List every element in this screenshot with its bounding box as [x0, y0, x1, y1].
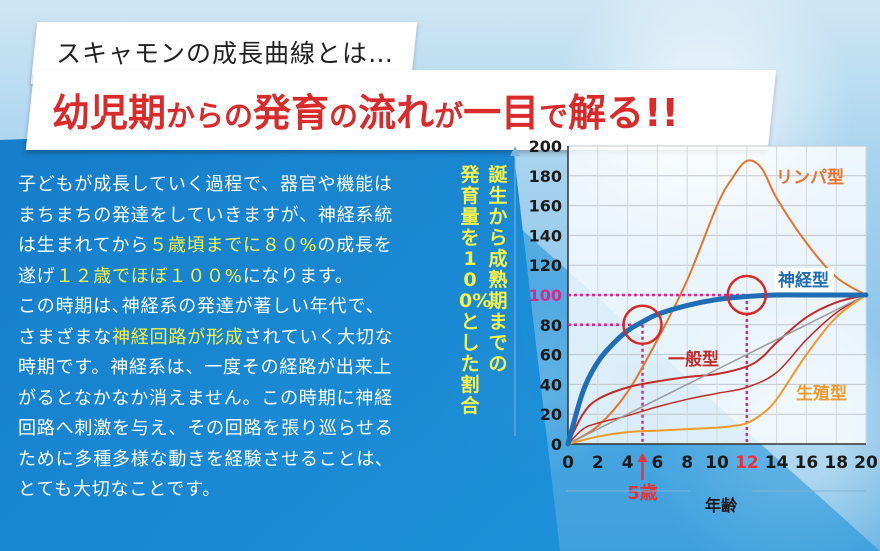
x-tick-label: 12: [735, 453, 759, 473]
y-tick-label: 120: [529, 256, 562, 275]
x-tick-label: 2: [592, 453, 604, 473]
body-line: 子どもが成長していく過程で、器官や機能は: [18, 170, 448, 201]
x-tick-label: 14: [765, 453, 789, 473]
series-label: 一般型: [668, 349, 719, 370]
marker-circle: [622, 304, 663, 346]
series-line-reproductive: [567, 294, 867, 445]
body-text-segment: まちまちの発達をしていきますが、神経系統: [18, 204, 394, 226]
up-arrow-icon: [510, 146, 520, 156]
headline-segment: 一目: [463, 91, 540, 135]
marker-circle: [726, 274, 768, 316]
headline: 幼児期からの発育の流れが一目で解る!!: [52, 82, 679, 137]
body-line: とても大切なことです。: [18, 475, 448, 506]
y-axis-label: 誕生から成熟期までの: [488, 164, 508, 375]
body-text-segment: がるとなかなか消えません。この時期に神経: [18, 387, 393, 409]
body-line: さまざまな神経回路が形成されていく大切な: [18, 323, 448, 354]
y-tick-label: 160: [529, 197, 562, 216]
body-text-segment: ために多種多様な動きを経験させることは､: [18, 448, 385, 470]
y-tick-label: 140: [529, 226, 562, 245]
headline-segment: 幼児期: [52, 91, 167, 135]
body-line: 回路へ刺激を与え、その回路を張り巡らせる: [18, 414, 448, 445]
body-text-segment: 遂げ: [18, 265, 56, 287]
x-tick-label: 10: [705, 453, 729, 473]
body-line: 遂げ１２歳でほぼ１００%になります。: [18, 262, 448, 293]
body-text-segment: の成長を: [317, 235, 393, 256]
x-tick-label: 20: [854, 453, 878, 473]
headline-segment: が: [434, 99, 464, 133]
headline-segment: 解る: [568, 91, 645, 135]
headline-segment: の: [329, 99, 359, 133]
x-tick-label: 6: [651, 453, 663, 473]
body-line: 時期です。神経系は、一度その経路が出来上: [18, 353, 448, 384]
body-text-segment: 時期です。神経系は、一度その経路が出来上: [18, 357, 393, 378]
headline-segment: !!: [644, 91, 679, 135]
series-line-linear: [567, 294, 867, 445]
body-text-segment: この時期は､神経系の発達が著しい年代で､: [18, 296, 376, 317]
series-line-neural: [565, 292, 869, 447]
y-tick-label: 100: [529, 286, 562, 305]
y-tick-label: 40: [540, 375, 562, 394]
highlight-text: ５歳頃までに８０%: [149, 235, 318, 256]
age-annotation: 5歳: [627, 483, 658, 504]
body-text-segment: さまざまな: [18, 326, 112, 348]
y-tick-label: 200: [529, 137, 562, 156]
body-text: 子どもが成長していく過程で、器官や機能は まちまちの発達をしていきますが、神経系統…: [18, 170, 448, 506]
x-tick-label: 0: [562, 453, 574, 473]
y-tick-label: 80: [540, 316, 562, 335]
body-text-segment: 子どもが成長していく過程で、器官や機能は: [18, 174, 393, 195]
headline-segment: 発育: [253, 91, 330, 135]
x-axis-label: 年齢: [705, 496, 738, 515]
body-line: この時期は､神経系の発達が著しい年代で､: [18, 292, 448, 323]
highlight-text: 神経回路が形成: [112, 326, 244, 348]
y-tick-label: 0: [551, 435, 562, 454]
series-label: 生殖型: [796, 383, 847, 404]
y-axis-label: 発育量を100%とした割合: [459, 164, 492, 417]
subtitle: スキャモンの成長曲線とは…: [56, 39, 395, 68]
body-text-segment: とても大切なことです。: [18, 479, 222, 500]
x-tick-label: 16: [795, 453, 819, 473]
headline-segment: からの: [166, 99, 254, 133]
series-line-early: [567, 294, 867, 445]
body-text-segment: 回路へ刺激を与え、その回路を張り巡らせる: [18, 418, 394, 439]
y-tick-label: 60: [540, 346, 562, 365]
body-line: まちまちの発達をしていきますが、神経系統: [18, 201, 448, 232]
y-tick-label: 180: [529, 167, 562, 186]
headline-segment: で: [539, 99, 569, 133]
highlight-text: １２歳でほぼ１００%: [55, 265, 243, 287]
series-line-lymph: [567, 159, 867, 445]
body-line: ために多種多様な動きを経験させることは､: [18, 445, 448, 476]
body-text-segment: されていく大切な: [243, 326, 394, 348]
x-tick-label: 18: [824, 453, 848, 473]
x-tick-label: 4: [622, 453, 634, 473]
x-tick-label: 8: [681, 453, 693, 473]
series-label-bg: [774, 268, 834, 292]
y-tick-label: 20: [540, 405, 562, 424]
body-line: は生まれてから５歳頃までに８０%の成長を: [18, 231, 448, 262]
series-label: 神経型: [778, 270, 829, 291]
headline-segment: 流れ: [358, 91, 435, 135]
series-line-general: [567, 294, 867, 445]
body-text-segment: になります。: [242, 265, 354, 287]
series-label: リンパ型: [776, 167, 844, 188]
body-line: がるとなかなか消えません。この時期に神経: [18, 384, 448, 415]
body-text-segment: は生まれてから: [18, 235, 150, 256]
up-arrow-icon: [637, 453, 648, 462]
